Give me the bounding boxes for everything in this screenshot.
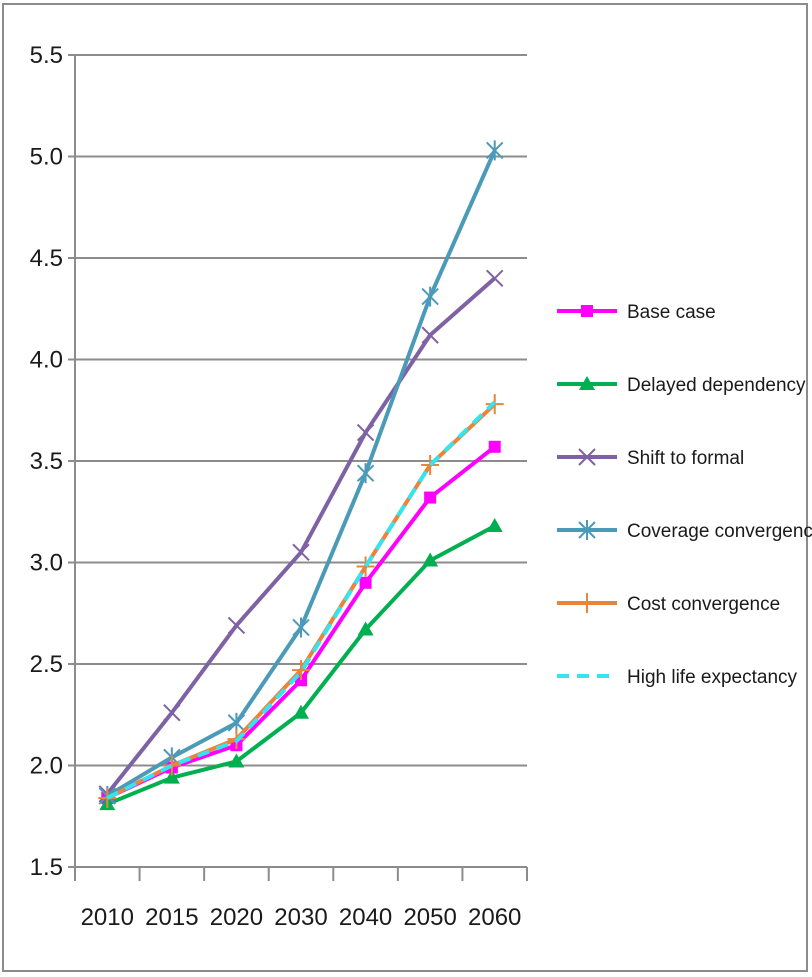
y-tick-label: 3.0	[30, 550, 63, 577]
legend-label: Base case	[627, 302, 716, 323]
legend-marker	[581, 305, 593, 317]
y-tick-label: 3.5	[30, 448, 63, 475]
data-point	[486, 517, 503, 532]
legend-marker	[578, 520, 596, 540]
data-point	[228, 753, 245, 768]
x-tick-label: 2030	[274, 904, 327, 931]
y-tick-label: 1.5	[30, 854, 63, 881]
data-point	[356, 423, 375, 442]
data-point	[356, 556, 375, 577]
x-tick-label: 2015	[145, 904, 198, 931]
legend-label: Coverage convergence	[627, 521, 812, 542]
y-tick-label: 5.0	[30, 144, 63, 171]
data-point	[292, 543, 310, 562]
series-line-coverage-convergence	[106, 149, 497, 798]
data-point	[421, 455, 440, 476]
data-point	[293, 704, 309, 719]
data-point	[162, 755, 181, 776]
data-point	[227, 616, 246, 635]
axes: 1.5 2.0 2.5 3.0 3.5 4.0 4.5 5.0 5.5 2010 2015 2020 2…	[30, 42, 528, 931]
legend-marker	[579, 376, 595, 390]
data-point	[292, 660, 310, 681]
x-tick-label: 2050	[403, 904, 456, 931]
y-tick-label: 4.0	[30, 347, 63, 374]
legend-item: Coverage convergence	[557, 520, 812, 542]
data-point	[486, 269, 504, 288]
x-tick-label: 2010	[81, 904, 134, 931]
data-point	[422, 552, 439, 567]
data-point	[488, 440, 501, 453]
legend-item: High life expectancy	[557, 667, 798, 688]
y-tick-label: 2.5	[30, 651, 63, 678]
legend-item: Base case	[557, 302, 716, 323]
data-point	[163, 704, 181, 722]
legend-label: Shift to formal	[627, 448, 744, 469]
legend-label: Cost convergence	[627, 594, 780, 615]
data-point	[292, 617, 310, 638]
legend-label: High life expectancy	[627, 667, 798, 688]
legend-item: Delayed dependency	[557, 375, 806, 396]
x-tick-label: 2060	[468, 904, 521, 931]
y-tick-label: 2.0	[30, 753, 63, 780]
data-point	[356, 463, 375, 484]
gridlines	[75, 54, 527, 767]
legend-marker	[578, 593, 596, 613]
y-tick-label: 4.5	[30, 245, 63, 272]
x-tick-label: 2040	[339, 904, 392, 931]
data-point	[421, 286, 439, 307]
legend-item: Shift to formal	[557, 448, 744, 469]
data-point	[163, 769, 180, 784]
data-point	[359, 576, 372, 589]
legend-marker	[578, 448, 596, 466]
data-point	[421, 326, 439, 344]
y-tick-label: 5.5	[30, 42, 63, 69]
data-point	[486, 140, 504, 161]
legend: Base case Delayed dependency Shift to form…	[557, 302, 812, 688]
series-line-cost-convergence	[106, 402, 497, 800]
legend-label: Delayed dependency	[627, 375, 806, 396]
chart-frame	[2, 3, 808, 972]
data-point	[357, 621, 374, 636]
series	[98, 140, 504, 811]
data-point	[424, 491, 437, 504]
x-tick-label: 2020	[210, 904, 263, 931]
legend-item: Cost convergence	[557, 593, 780, 615]
